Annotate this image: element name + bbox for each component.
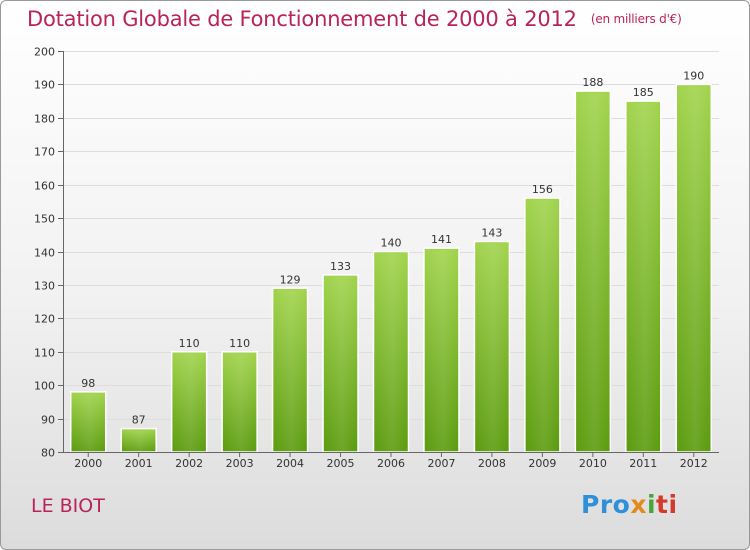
bar-shine <box>678 86 710 452</box>
y-tick-label: 120 <box>34 313 55 326</box>
y-tick-label: 140 <box>34 247 55 260</box>
bar-2000 <box>69 391 107 453</box>
bar-shine <box>123 430 155 451</box>
y-tick-label: 200 <box>34 46 55 59</box>
chart-title: Dotation Globale de Fonctionnement de 20… <box>27 7 682 31</box>
x-tick-label: 2009 <box>528 457 556 470</box>
x-tick-label: 2000 <box>74 457 102 470</box>
bar-shine <box>325 276 357 451</box>
bar-value-label: 185 <box>633 86 654 99</box>
bar-value-label: 188 <box>582 76 603 89</box>
y-tick-label: 150 <box>34 213 55 226</box>
chart-title-text: Dotation Globale de Fonctionnement de 20… <box>27 7 577 31</box>
bar-shine <box>577 93 609 451</box>
x-tick-label: 2006 <box>377 457 405 470</box>
bar-value-label: 110 <box>229 337 250 350</box>
bar-2003 <box>221 351 258 453</box>
bar-2004 <box>271 287 309 453</box>
bar-2002 <box>170 351 208 453</box>
bar-shine <box>375 253 407 451</box>
x-tick-label: 2010 <box>579 457 607 470</box>
x-tick-label: 2004 <box>276 457 304 470</box>
labels-group: 98 87 110 110 129 133 140 141 143 156 188 185 190 <box>81 69 704 426</box>
bar-shine <box>425 250 457 451</box>
bar-value-label: 110 <box>179 337 200 350</box>
bar-2007 <box>423 247 460 453</box>
bar-2012 <box>675 83 713 453</box>
y-tick-label: 80 <box>41 447 55 460</box>
y-tick-label: 180 <box>34 113 55 126</box>
bar-shine <box>72 393 104 451</box>
bar-2010 <box>574 90 612 453</box>
axes-group: 80 90 100 110 120 130 140 150 160 170 180 190 200 200… <box>34 46 719 470</box>
y-tick-label: 190 <box>34 79 55 92</box>
bar-shine <box>274 290 306 451</box>
bar-value-label: 156 <box>532 183 553 196</box>
bars-group <box>69 83 713 453</box>
bar-2009 <box>524 197 561 453</box>
bar-shine <box>627 103 659 451</box>
bar-value-label: 190 <box>683 69 704 82</box>
y-tick-label: 100 <box>34 380 55 393</box>
bar-2008 <box>473 240 511 453</box>
bar-shine <box>173 353 205 451</box>
y-tick-label: 170 <box>34 146 55 159</box>
logo-part-2: x <box>630 490 647 519</box>
bar-2005 <box>322 274 359 453</box>
x-tick-label: 2001 <box>125 457 153 470</box>
x-tick-label: 2008 <box>478 457 506 470</box>
bar-shine <box>224 353 256 451</box>
bar-value-label: 133 <box>330 260 351 273</box>
proxiti-logo: Proxiti <box>581 490 678 519</box>
logo-part-3: i <box>646 490 657 519</box>
logo-part-1: Pro <box>581 490 631 519</box>
bar-2011 <box>625 100 662 453</box>
bar-value-label: 141 <box>431 233 452 246</box>
x-tick-label: 2012 <box>680 457 708 470</box>
bar-value-label: 140 <box>381 237 402 250</box>
y-tick-label: 110 <box>34 347 55 360</box>
bar-2006 <box>372 250 410 453</box>
x-tick-label: 2002 <box>175 457 203 470</box>
y-tick-label: 90 <box>41 414 55 427</box>
bar-2001 <box>120 427 157 453</box>
bar-shine <box>476 243 508 451</box>
bar-value-label: 129 <box>280 273 301 286</box>
commune-name: LE BIOT <box>31 495 105 517</box>
x-tick-label: 2003 <box>226 457 254 470</box>
unit-note: (en milliers d'€) <box>590 12 682 26</box>
bar-value-label: 87 <box>132 414 146 427</box>
bar-value-label: 98 <box>81 377 95 390</box>
x-tick-label: 2011 <box>629 457 657 470</box>
x-tick-label: 2007 <box>427 457 455 470</box>
bar-value-label: 143 <box>481 226 502 239</box>
bar-shine <box>526 200 558 451</box>
y-tick-label: 160 <box>34 180 55 193</box>
logo-part-4: ti <box>656 490 678 519</box>
x-tick-label: 2005 <box>327 457 355 470</box>
y-tick-label: 130 <box>34 280 55 293</box>
